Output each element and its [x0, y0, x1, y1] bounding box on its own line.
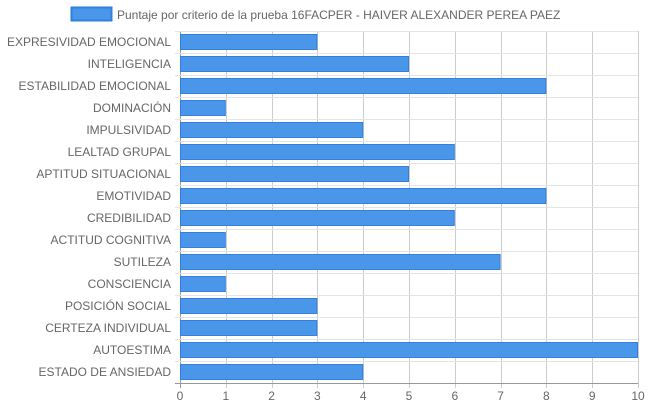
legend-swatch: [70, 6, 113, 22]
x-tick-label: 8: [543, 389, 550, 403]
bar[interactable]: [180, 298, 318, 314]
bar[interactable]: [180, 188, 547, 204]
category-labels: EXPRESIVIDAD EMOCIONAL INTELIGENCIA ESTABI…: [7, 35, 171, 379]
category-label: SUTILEZA: [114, 255, 171, 269]
bars: [180, 34, 638, 380]
x-tick-label: 9: [589, 389, 596, 403]
category-label: EMOTIVIDAD: [96, 189, 171, 203]
bar[interactable]: [180, 232, 226, 248]
category-label: ESTABILIDAD EMOCIONAL: [19, 79, 172, 93]
category-label: LEALTAD GRUPAL: [68, 145, 172, 159]
bar[interactable]: [180, 210, 455, 226]
bar[interactable]: [180, 34, 318, 50]
x-tick-label: 5: [406, 389, 413, 403]
category-label: CREDIBILIDAD: [87, 211, 171, 225]
category-label: APTITUD SITUACIONAL: [36, 167, 171, 181]
bar[interactable]: [180, 320, 318, 336]
x-tick-label: 3: [314, 389, 321, 403]
x-tick-label: 6: [451, 389, 458, 403]
category-label: CERTEZA INDIVIDUAL: [45, 321, 171, 335]
x-tick-label: 10: [631, 389, 645, 403]
category-label: POSICIÓN SOCIAL: [65, 298, 171, 313]
legend[interactable]: Puntaje por criterio de la prueba 16FACP…: [70, 6, 561, 23]
bar[interactable]: [180, 122, 364, 138]
bar[interactable]: [180, 364, 364, 380]
bar[interactable]: [180, 276, 226, 292]
category-label: CONSCIENCIA: [88, 277, 171, 291]
bar[interactable]: [180, 254, 501, 270]
bar[interactable]: [180, 342, 638, 358]
category-label: ESTADO DE ANSIEDAD: [39, 365, 172, 379]
x-tick-label: 0: [177, 389, 184, 403]
category-label: AUTOESTIMA: [93, 343, 171, 357]
legend-label: Puntaje por criterio de la prueba 16FACP…: [117, 8, 560, 22]
category-label: INTELIGENCIA: [88, 57, 171, 71]
bar[interactable]: [180, 100, 226, 116]
x-axis-tick-labels: 0 1 2 3 4 5 6 7 8 9 10: [177, 389, 645, 403]
bar[interactable]: [180, 56, 409, 72]
category-label: DOMINACIÓN: [93, 100, 171, 115]
category-label: EXPRESIVIDAD EMOCIONAL: [7, 35, 171, 49]
x-tick-label: 4: [360, 389, 367, 403]
x-tick-label: 2: [268, 389, 275, 403]
x-tick-label: 1: [222, 389, 229, 403]
bar[interactable]: [180, 144, 455, 160]
category-label: ACTITUD COGNITIVA: [51, 233, 171, 247]
bar[interactable]: [180, 166, 409, 182]
category-label: IMPULSIVIDAD: [86, 123, 171, 137]
x-tick-label: 7: [497, 389, 504, 403]
bar[interactable]: [180, 78, 547, 94]
